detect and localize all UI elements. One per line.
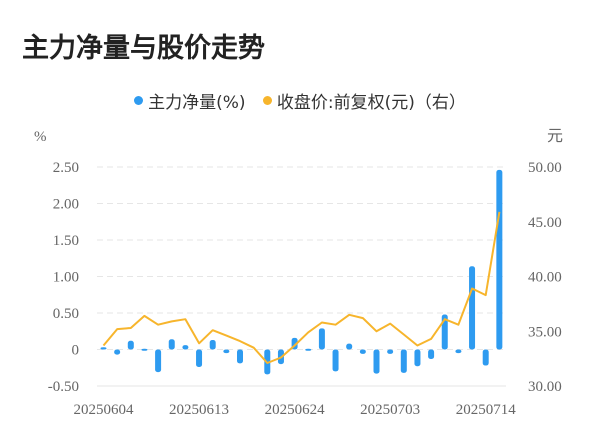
bar-net-flow [100,347,107,350]
bar-net-flow [428,349,435,359]
bar-net-flow [373,349,380,374]
bar-net-flow [359,349,366,354]
bar-net-flow [196,349,203,368]
bar-net-flow [318,328,325,350]
bar-net-flow [496,169,503,350]
line-close-price [102,211,501,364]
x-axis-tick-label: 20250703 [360,402,420,418]
left-axis-tick-label: 1.00 [53,270,79,286]
bar-net-flow [182,345,189,350]
legend-label: 收盘价:前复权(元)（右） [276,93,466,113]
right-axis-tick-label: 30.00 [528,379,562,395]
left-axis-tick-label: 2.00 [53,197,79,213]
bar-net-flow [114,349,121,355]
legend-dot-icon [134,96,144,105]
bar-net-flow [414,349,421,367]
bar-net-flow [482,349,489,366]
x-axis-tick-label: 20250714 [456,402,517,418]
left-axis-tick-label: 1.50 [53,233,79,249]
left-axis-tick-label: 2.50 [53,160,79,176]
legend-item-close-price[interactable]: 收盘价:前复权(元)（右） [262,88,466,113]
bar-net-flow [168,339,175,350]
x-axis-tick-label: 20250624 [265,402,326,418]
bar-net-flow [209,340,216,350]
bar-net-flow [441,314,448,350]
bar-net-flow [127,340,134,350]
right-axis-tick-label: 35.00 [528,324,562,340]
bar-net-flow [346,343,353,350]
left-axis-tick-label: 0 [72,343,80,359]
bar-net-flow [332,349,339,372]
bar-net-flow [455,349,462,354]
chart-title: 主力净量与股价走势 [22,33,265,64]
bar-net-flow [237,349,243,364]
x-axis-tick-label: 20250613 [169,402,229,418]
bar-net-flow [223,349,230,354]
bar-net-flow [155,349,162,373]
left-axis-unit: % [34,129,47,145]
bar-net-flow [469,266,476,350]
legend-label: 主力净量(%) [148,93,246,113]
legend-dot-icon [262,96,272,105]
right-axis-tick-label: 45.00 [528,215,562,231]
bar-net-flow [141,348,148,351]
bar-net-flow [387,349,394,354]
bar-net-flow [400,349,407,373]
left-axis-tick-label: -0.50 [48,379,79,395]
x-axis-tick-label: 20250604 [74,402,135,418]
left-axis-tick-label: 0.50 [53,306,79,322]
legend-item-net-flow[interactable]: 主力净量(%) [134,88,246,113]
chart-legend: 主力净量(%) 收盘价:前复权(元)（右） [0,88,600,113]
right-axis-tick-label: 40.00 [528,270,562,286]
right-axis-tick-label: 50.00 [528,160,562,176]
right-axis-unit: 元 [547,126,563,145]
bar-net-flow [305,348,312,351]
